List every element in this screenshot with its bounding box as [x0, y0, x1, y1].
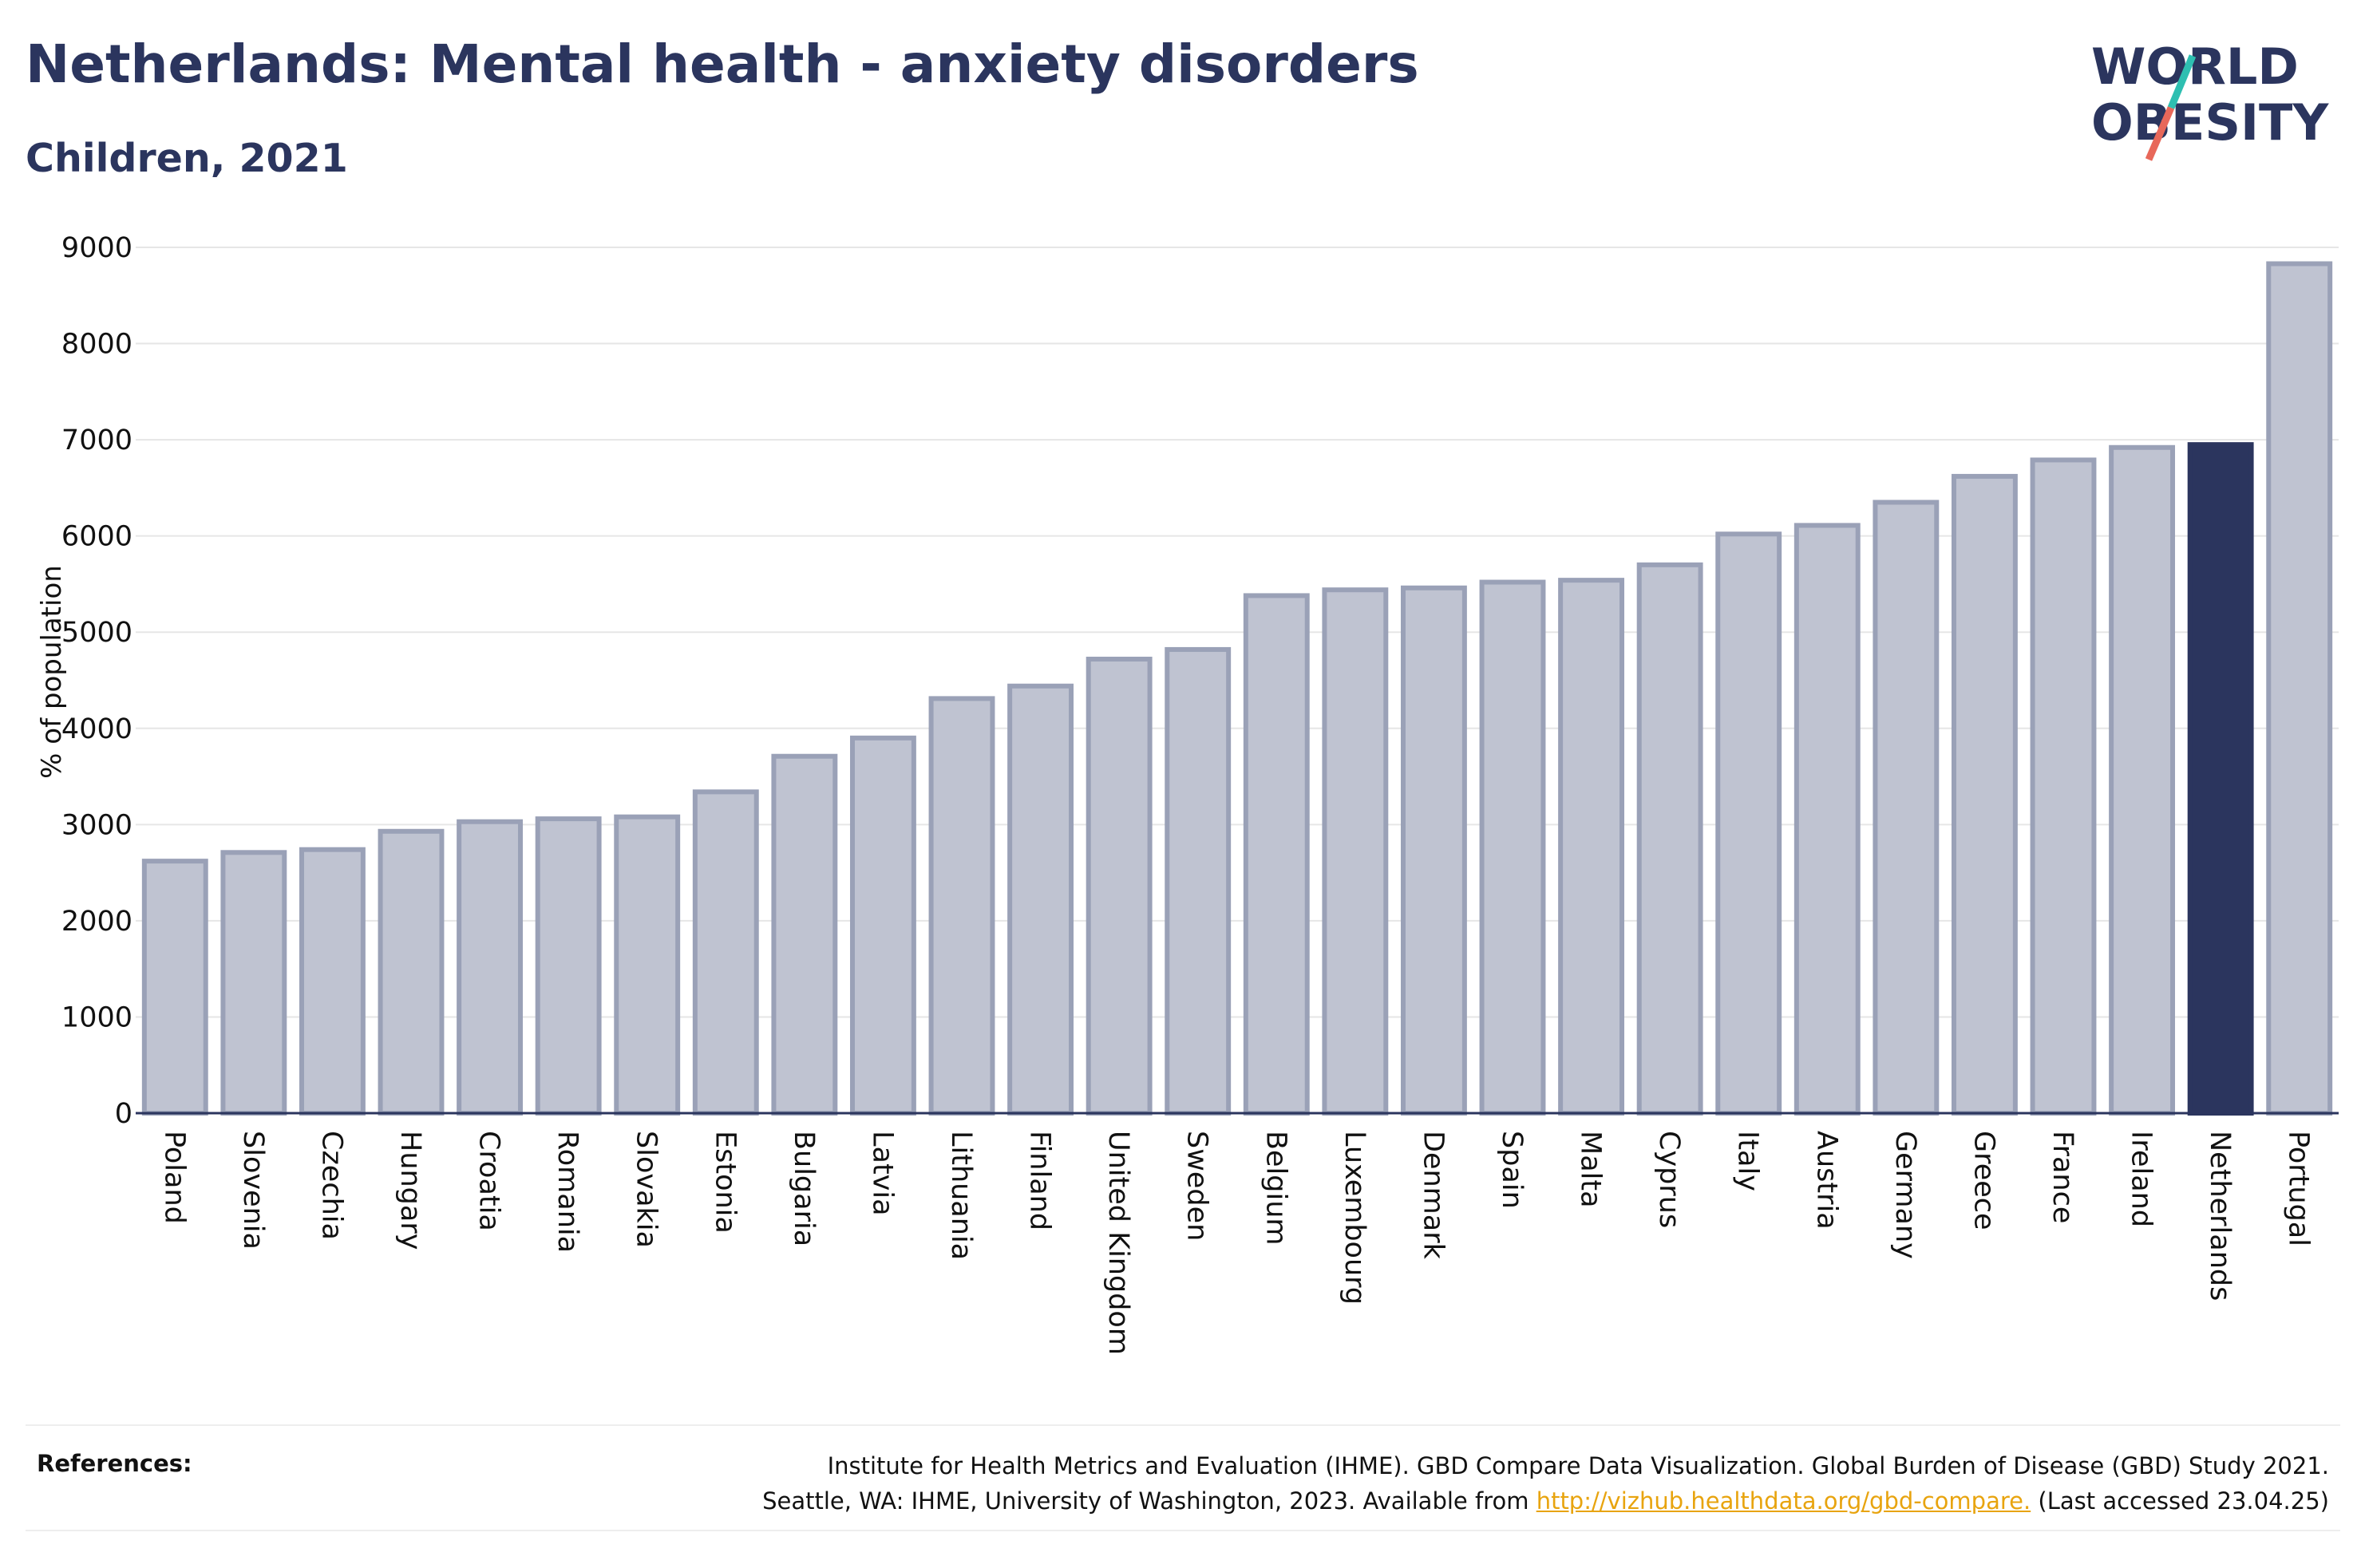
x-tick-label: Romania: [552, 1131, 583, 1253]
logo-slash-teal: [2167, 54, 2197, 109]
bar-hungary: [378, 828, 445, 1116]
x-tick-label: Finland: [1024, 1131, 1056, 1230]
references-line1: Institute for Health Metrics and Evaluat…: [827, 1452, 2329, 1479]
bar-ireland: [2109, 444, 2176, 1116]
x-tick-label: Belgium: [1260, 1131, 1291, 1246]
bar-belgium: [1243, 593, 1310, 1116]
x-tick-label: Sweden: [1181, 1131, 1213, 1241]
x-tick-label: Latvia: [866, 1131, 898, 1216]
y-tick-label: 8000: [61, 329, 132, 361]
references-link[interactable]: http://vizhub.healthdata.org/gbd-compare…: [1536, 1487, 2031, 1515]
y-tick-label: 6000: [61, 521, 132, 553]
bar-lithuania: [928, 696, 995, 1116]
bars: [141, 261, 2333, 1116]
x-tick-label: Spain: [1496, 1131, 1528, 1209]
bar-austria: [1793, 523, 1861, 1116]
bar-slovakia: [614, 814, 681, 1116]
bar-sweden: [1165, 646, 1232, 1116]
y-axis-title: % of population: [36, 565, 68, 779]
logo-line1: WORLD: [2091, 38, 2299, 96]
bar-poland: [141, 859, 208, 1116]
x-tick-label: Poland: [158, 1131, 190, 1224]
bar-latvia: [849, 735, 916, 1116]
x-tick-label: Slovenia: [237, 1131, 269, 1250]
references-text: Institute for Health Metrics and Evaluat…: [762, 1448, 2329, 1519]
chart-title: Netherlands: Mental health - anxiety dis…: [26, 34, 1419, 95]
y-tick-label: 7000: [61, 425, 132, 456]
references-panel: References: Institute for Health Metrics…: [26, 1424, 2340, 1531]
x-tick-label: Malta: [1575, 1131, 1607, 1208]
bar-romania: [535, 816, 602, 1116]
bar-denmark: [1400, 585, 1467, 1116]
x-tick-label: Slovakia: [631, 1131, 662, 1248]
bar-finland: [1007, 683, 1074, 1116]
y-tick-label: 0: [115, 1098, 132, 1130]
bar-malta: [1558, 578, 1625, 1116]
bar-portugal: [2266, 261, 2333, 1116]
bar-chart: 0 1000 2000 3000 4000 5000 6000 7000 8000 9000 Po…: [36, 232, 2339, 1355]
x-tick-label: Germany: [1889, 1131, 1921, 1259]
x-tick-label: Portugal: [2283, 1131, 2315, 1246]
bar-greece: [1951, 473, 2018, 1116]
bar-estonia: [692, 789, 759, 1116]
x-tick-label: Cyprus: [1653, 1131, 1685, 1228]
bar-czechia: [299, 847, 366, 1116]
x-tick-label: Ireland: [2126, 1131, 2157, 1227]
x-tick-label: Denmark: [1417, 1131, 1449, 1260]
x-tick-label: Croatia: [473, 1131, 505, 1231]
bar-france: [2030, 457, 2097, 1116]
bar-germany: [1873, 500, 1940, 1116]
x-tick-label: Greece: [1968, 1131, 1999, 1230]
logo-slash-red: [2145, 106, 2175, 161]
x-tick-label: Bulgaria: [788, 1131, 820, 1246]
references-line2-prefix: Seattle, WA: IHME, University of Washing…: [762, 1487, 1536, 1515]
y-tick-label: 4000: [61, 713, 132, 745]
bar-croatia: [457, 819, 524, 1116]
bar-italy: [1715, 531, 1782, 1116]
y-axis-ticks: 0 1000 2000 3000 4000 5000 6000 7000 8000 9000: [61, 232, 132, 1130]
x-tick-label: Austria: [1810, 1131, 1842, 1230]
world-obesity-logo: WORLD OBESITY: [2091, 38, 2329, 161]
x-tick-label: Italy: [1732, 1131, 1764, 1191]
bar-netherlands: [2187, 442, 2254, 1116]
bar-slovenia: [220, 850, 287, 1116]
references-line2: Seattle, WA: IHME, University of Washing…: [762, 1483, 2329, 1519]
y-tick-label: 1000: [61, 1001, 132, 1033]
bar-spain: [1479, 579, 1546, 1116]
bar-bulgaria: [771, 753, 838, 1116]
x-axis-labels: Poland Slovenia Czechia Hungary Croatia Roman…: [158, 1131, 2314, 1355]
x-tick-label: Czechia: [315, 1131, 347, 1240]
x-tick-label: Luxembourg: [1339, 1131, 1370, 1305]
y-tick-label: 3000: [61, 809, 132, 841]
x-tick-label: Lithuania: [945, 1131, 977, 1260]
bar-united-kingdom: [1086, 656, 1153, 1116]
chart-subtitle: Children, 2021: [26, 136, 348, 181]
y-tick-label: 9000: [61, 232, 132, 264]
x-tick-label: Estonia: [709, 1131, 741, 1234]
x-tick-label: France: [2047, 1131, 2078, 1223]
bar-cyprus: [1636, 562, 1703, 1116]
references-line2-suffix: (Last accessed 23.04.25): [2031, 1487, 2329, 1515]
logo-line2: OBESITY: [2091, 93, 2329, 152]
y-tick-label: 2000: [61, 906, 132, 938]
x-tick-label: United Kingdom: [1102, 1131, 1134, 1355]
y-tick-label: 5000: [61, 617, 132, 649]
x-tick-label: Netherlands: [2204, 1131, 2236, 1301]
bar-luxembourg: [1322, 587, 1389, 1116]
x-tick-label: Hungary: [394, 1131, 426, 1250]
references-label: References:: [37, 1450, 192, 1477]
